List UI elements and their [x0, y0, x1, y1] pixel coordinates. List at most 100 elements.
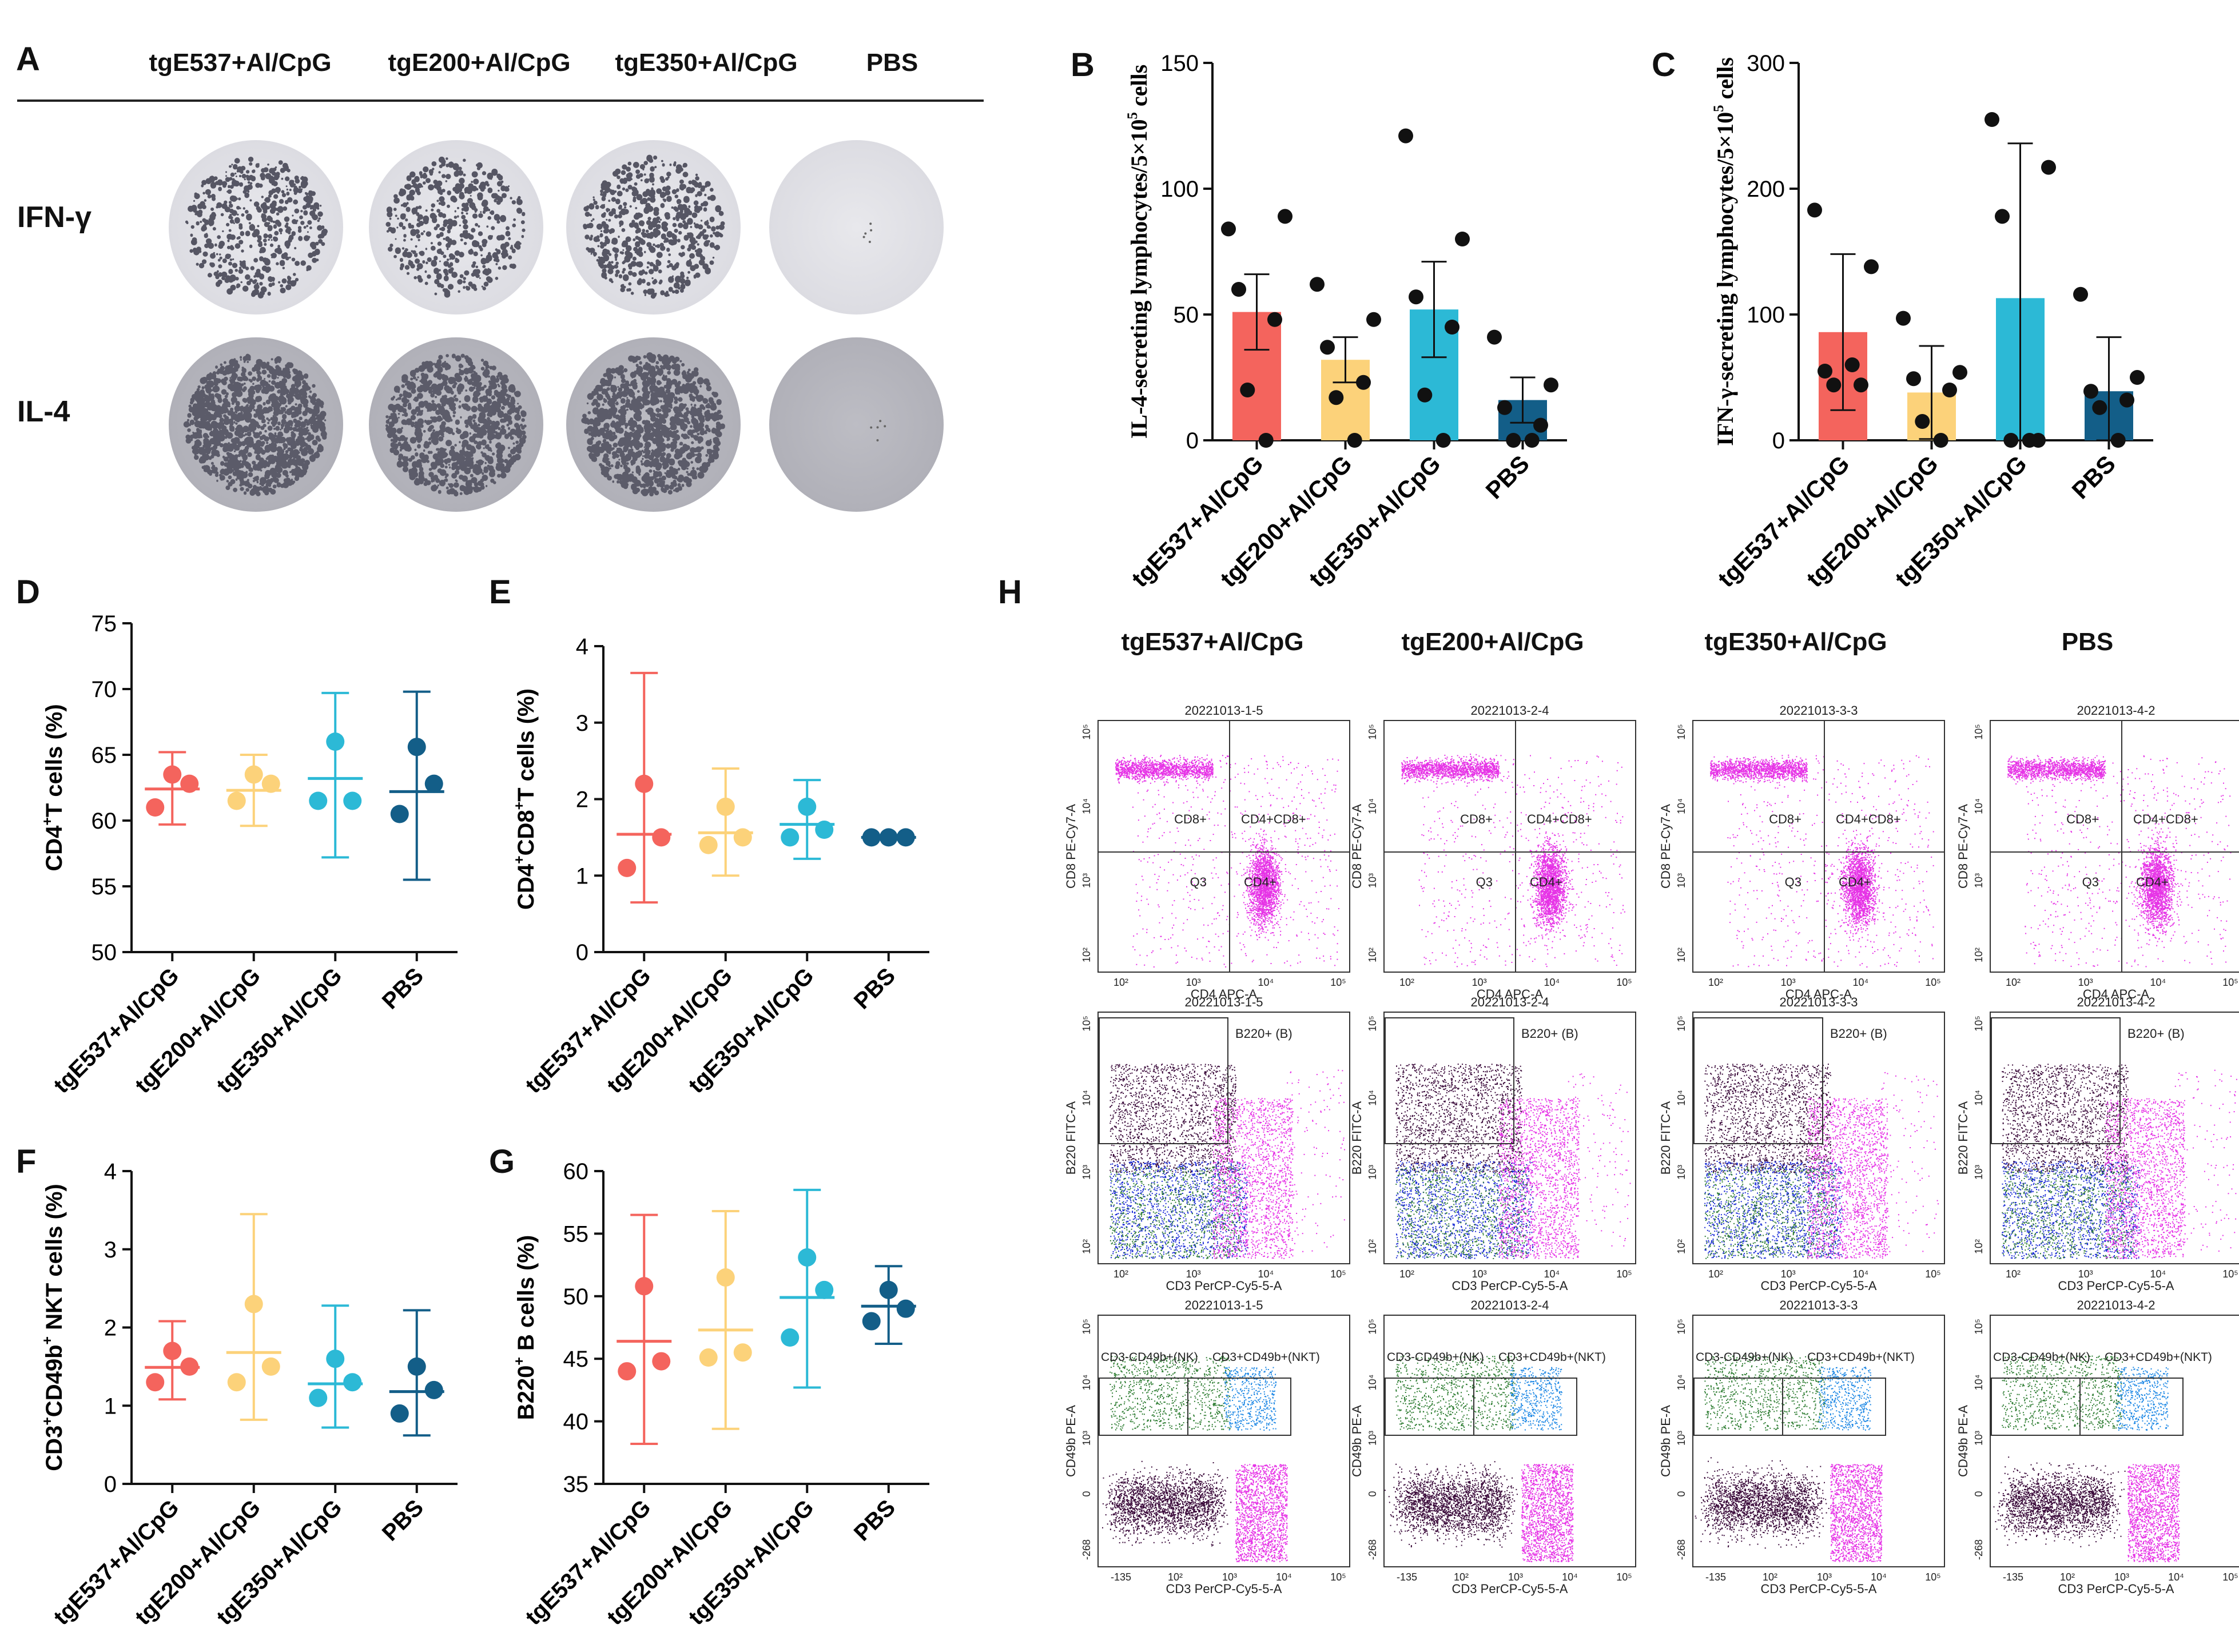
flow-plot: 20221013-3-3 CD3-CD49b+(NK) CD3+CD49b+(NKT…	[1659, 1298, 1945, 1596]
flow-label: Q3	[1190, 875, 1207, 889]
flow-label: 10⁴	[1973, 1090, 1985, 1106]
flow-label: 10³	[2078, 977, 2093, 988]
flow-label: 10²	[2060, 1571, 2075, 1583]
flow-label: 10⁵	[2222, 1268, 2238, 1280]
flow-label: CD49b PE-A	[1064, 1405, 1078, 1477]
data-point	[227, 1373, 246, 1392]
data-point	[244, 1295, 263, 1313]
flow-plot: 20221013-4-2 CD8+ CD4+CD8+ Q3 CD4+ 10² 10³ 10⁴ 1…	[1956, 703, 2239, 1001]
elispot-well	[566, 337, 741, 512]
data-point	[163, 1341, 182, 1360]
data-point	[2092, 400, 2107, 415]
data-point	[1807, 202, 1822, 218]
y-tick-label: 35	[563, 1472, 589, 1497]
flow-label: 10⁴	[2150, 977, 2166, 988]
data-point	[635, 774, 654, 793]
flow-label: 20221013-3-3	[1779, 1298, 1858, 1312]
data-point	[1398, 128, 1413, 144]
y-tick-label: 55	[92, 874, 117, 899]
data-point	[1445, 320, 1459, 335]
flow-label: -268	[1676, 1539, 1687, 1560]
flow-label: 10²	[1676, 948, 1687, 962]
data-point	[2003, 433, 2019, 448]
data-point	[1497, 400, 1512, 415]
flow-plot: 20221013-2-4 B220+ (B) 10² 10³ 10⁴ 10⁵ 10² 10³ 1…	[1350, 995, 1636, 1293]
y-tick-label: 45	[563, 1347, 589, 1372]
y-tick-label: 100	[1160, 177, 1199, 202]
data-point	[652, 1352, 671, 1371]
y-tick-label: 2	[576, 787, 588, 813]
il4-bar-chart: 0 50 100 150 IL-4-secreting lymphocytes/5×10…	[1125, 51, 1567, 592]
flow-label: 20221013-4-2	[2077, 703, 2155, 718]
flow-label: -268	[1973, 1539, 1985, 1560]
flow-label: 10⁵	[1081, 1016, 1092, 1031]
y-tick-label: 50	[1174, 302, 1199, 328]
data-point	[407, 1357, 426, 1376]
data-point	[618, 858, 637, 877]
flow-label: CD3+CD49b+(NKT)	[2105, 1351, 2212, 1364]
data-point	[2110, 433, 2126, 448]
elispot-spots	[862, 222, 873, 243]
flow-label: B220 FITC-A	[1064, 1101, 1078, 1175]
flow-label: 10³	[1676, 1431, 1687, 1446]
elispot-spots	[581, 352, 725, 497]
flow-label: 20221013-1-5	[1184, 1298, 1263, 1312]
y-tick-label: 50	[563, 1284, 589, 1309]
panel-a-rule	[17, 99, 984, 102]
y-tick-label: 65	[92, 743, 117, 768]
data-point	[879, 1280, 898, 1299]
data-point	[343, 791, 362, 810]
flow-label: 10⁵	[1973, 724, 1985, 739]
flow-label: CD4+CD8+	[1836, 812, 1901, 826]
flow-label: 10²	[1708, 1268, 1723, 1280]
flow-label: 10⁴	[1973, 1375, 1985, 1391]
data-point	[1231, 282, 1246, 297]
data-point	[896, 1299, 915, 1318]
elispot-spots	[385, 353, 527, 497]
y-tick-label: 1	[576, 863, 588, 889]
flow-label: 10⁴	[1367, 1375, 1378, 1391]
y-tick-label: 300	[1747, 51, 1785, 76]
flow-label: 10²	[1168, 1571, 1183, 1583]
flow-label: 10³	[1781, 977, 1796, 988]
flow-label: 10⁴	[1852, 977, 1868, 988]
panel-a-header-tge200: tgE200+Al/CpG	[388, 49, 571, 77]
data-point	[733, 828, 752, 847]
flow-label: 10⁴	[1544, 1268, 1560, 1280]
flow-label: 10⁴	[1871, 1571, 1887, 1583]
flow-label: 10⁵	[2222, 1571, 2238, 1583]
flow-label: 10³	[1676, 873, 1687, 888]
y-tick-label: 3	[576, 711, 588, 736]
flow-label: CD8+	[2066, 812, 2099, 826]
y-tick-label: 4	[104, 1159, 117, 1184]
flow-label: 10⁵	[1925, 977, 1940, 988]
flow-label: 10²	[1708, 977, 1723, 988]
flow-label: 10⁵	[1330, 977, 1346, 988]
data-point	[1933, 433, 1948, 448]
data-point	[309, 791, 328, 810]
flow-label: 10³	[1973, 1165, 1985, 1180]
y-tick-label: 70	[92, 677, 117, 702]
flow-label: 10³	[1973, 873, 1985, 888]
data-point	[1320, 340, 1335, 355]
data-point	[1417, 387, 1433, 403]
flow-label: CD3-CD49b+(NK)	[1696, 1351, 1793, 1364]
y-tick-label: 55	[563, 1221, 589, 1247]
y-tick-label: 75	[92, 611, 117, 636]
flow-label: CD3-CD49b+(NK)	[1387, 1351, 1484, 1364]
flow-label: 10⁵	[1367, 1319, 1378, 1334]
data-point	[1533, 417, 1548, 433]
panel-h-header-tge200: tgE200+Al/CpG	[1401, 628, 1584, 656]
flow-plot: 20221013-2-4 CD3-CD49b+(NK) CD3+CD49b+(NKT…	[1350, 1298, 1636, 1596]
panel-letter-e: E	[489, 574, 511, 611]
data-point	[1487, 329, 1502, 345]
flow-label: -135	[1705, 1571, 1726, 1583]
panel-a-header-pbs: PBS	[866, 49, 918, 77]
flow-label: CD3 PerCP-Cy5-5-A	[1761, 1582, 1877, 1596]
flow-label: -268	[1081, 1539, 1092, 1560]
flow-label: CD8+	[1769, 812, 1801, 826]
flow-label: 10⁴	[1676, 798, 1687, 814]
flow-label: 10⁴	[1852, 1268, 1868, 1280]
panel-letter-d: D	[16, 574, 40, 611]
